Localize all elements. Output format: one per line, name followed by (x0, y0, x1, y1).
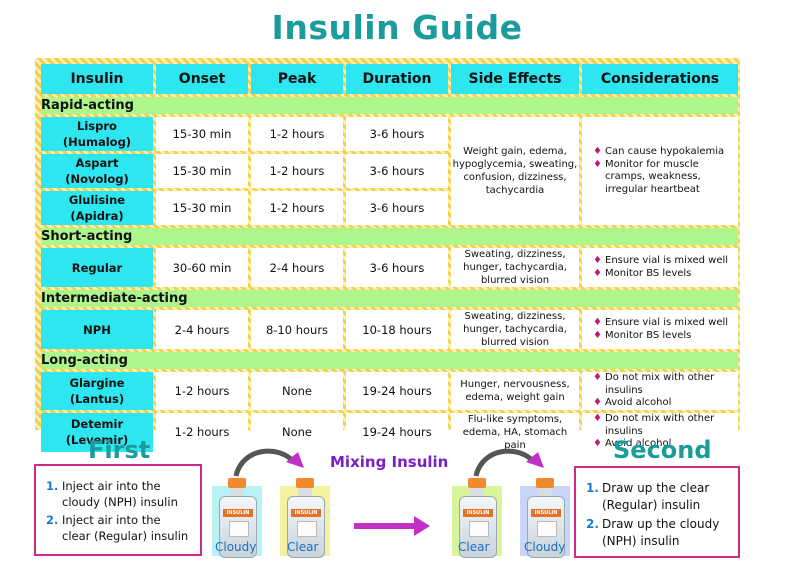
list-item: Ensure vial is mixed well (593, 255, 734, 268)
onset-cell: 15-30 min (156, 117, 248, 151)
peak-cell: 1-2 hours (251, 191, 343, 225)
peak-cell: 2-4 hours (251, 248, 343, 287)
curved-arrow-icon (473, 448, 544, 477)
section-short-acting: Short-acting (41, 228, 738, 245)
duration-cell: 3-6 hours (346, 154, 448, 188)
list-item: 2. Draw up the cloudy (NPH) insulin (586, 517, 720, 548)
section-intermediate-acting: Intermediate-acting (41, 290, 738, 307)
insulin-name: NPH (41, 310, 153, 349)
insulin-name: Detemir (Levemir) (41, 412, 153, 452)
second-heading: Second (613, 436, 712, 464)
side-effects-cell: Flu-like symptoms, edema, HA, stomach pa… (451, 412, 579, 452)
considerations-cell: Do not mix with other insulinsAvoid alco… (582, 372, 738, 410)
first-steps-box: 1. Inject air into the cloudy (NPH) insul… (34, 464, 202, 556)
table-row: Aspart (Novolog) 15-30 min 1-2 hours 3-6 … (41, 154, 738, 188)
mixing-insulin-heading: Mixing Insulin (330, 453, 449, 471)
duration-cell: 10-18 hours (346, 310, 448, 349)
onset-cell: 30-60 min (156, 248, 248, 287)
list-item: 1. Draw up the clear (Regular) insulin (586, 481, 710, 512)
peak-cell: 1-2 hours (251, 117, 343, 151)
table-row: Lispro (Humalog) 15-30 min 1-2 hours 3-6 … (41, 117, 738, 225)
onset-cell: 15-30 min (156, 154, 248, 188)
col-header-insulin: Insulin (41, 64, 153, 94)
table-row: Glulisine (Apidra) 15-30 min 1-2 hours 3-… (41, 191, 738, 225)
duration-cell: 19-24 hours (346, 372, 448, 410)
onset-cell: 2-4 hours (156, 310, 248, 349)
vial-label: INSULIN (223, 509, 253, 517)
col-header-considerations: Considerations (582, 64, 738, 94)
list-item: Monitor for muscle cramps, weakness, irr… (593, 159, 734, 197)
list-item: Avoid alcohol (593, 397, 734, 410)
col-header-side-effects: Side Effects (451, 64, 579, 94)
considerations-cell: Can cause hypokalemiaMonitor for muscle … (582, 117, 738, 225)
first-heading: First (88, 436, 151, 464)
list-item: 1. Inject air into the cloudy (NPH) insul… (46, 479, 178, 509)
onset-cell: 15-30 min (156, 191, 248, 225)
list-item: 2. Inject air into the clear (Regular) in… (46, 513, 189, 543)
peak-cell: None (251, 372, 343, 410)
considerations-cell: Ensure vial is mixed wellMonitor BS leve… (582, 248, 738, 287)
col-header-duration: Duration (346, 64, 448, 94)
vial-caption: Clear (287, 540, 319, 554)
duration-cell: 3-6 hours (346, 191, 448, 225)
onset-cell: 1-2 hours (156, 372, 248, 410)
list-item: Do not mix with other insulins (593, 413, 734, 438)
list-item: Can cause hypokalemia (593, 146, 734, 159)
vial-label: INSULIN (463, 509, 493, 517)
considerations-cell: Ensure vial is mixed wellMonitor BS leve… (582, 310, 738, 349)
duration-cell: 3-6 hours (346, 117, 448, 151)
page-title: Insulin Guide (271, 8, 523, 47)
vial-label: INSULIN (291, 509, 321, 517)
table-row: NPH 2-4 hours 8-10 hours 10-18 hours Swe… (41, 310, 738, 349)
list-item: Ensure vial is mixed well (593, 317, 734, 330)
side-effects-cell: Hunger, nervousness, edema, weight gain (451, 372, 579, 410)
considerations-cell: Do not mix with other insulinsAvoid alco… (582, 412, 738, 452)
list-item: Do not mix with other insulins (593, 372, 734, 397)
peak-cell: 8-10 hours (251, 310, 343, 349)
vial-label: INSULIN (531, 509, 561, 517)
insulin-name: Glulisine (Apidra) (41, 191, 153, 225)
insulin-vial-icon: INSULIN (284, 478, 326, 558)
section-long-acting: Long-acting (41, 352, 738, 369)
table-row: Regular 30-60 min 2-4 hours 3-6 hours Sw… (41, 248, 738, 287)
list-item: Monitor BS levels (593, 268, 734, 281)
vial-caption: Cloudy (524, 540, 566, 554)
onset-cell: 1-2 hours (156, 412, 248, 452)
insulin-name: Regular (41, 248, 153, 287)
vial-caption: Clear (458, 540, 490, 554)
curved-arrow-icon (233, 448, 304, 477)
side-effects-cell: Sweating, dizziness, hunger, tachycardia… (451, 248, 579, 287)
insulin-vial-icon: INSULIN (524, 478, 566, 558)
table-header-row: Insulin Onset Peak Duration Side Effects… (41, 64, 738, 94)
right-arrow-icon (354, 516, 430, 536)
duration-cell: 19-24 hours (346, 412, 448, 452)
list-item: Monitor BS levels (593, 330, 734, 343)
duration-cell: 3-6 hours (346, 248, 448, 287)
table-row: Detemir (Levemir) 1-2 hours None 19-24 ho… (41, 412, 738, 452)
list-item: Avoid alcohol (593, 438, 734, 451)
peak-cell: None (251, 412, 343, 452)
insulin-table: Insulin Onset Peak Duration Side Effects… (38, 61, 741, 455)
insulin-name: Glargine (Lantus) (41, 372, 153, 410)
col-header-peak: Peak (251, 64, 343, 94)
col-header-onset: Onset (156, 64, 248, 94)
table-row: Glargine (Lantus) 1-2 hours None 19-24 ho… (41, 372, 738, 410)
side-effects-cell: Weight gain, edema, hypoglycemia, sweati… (451, 117, 579, 225)
peak-cell: 1-2 hours (251, 154, 343, 188)
insulin-name: Lispro (Humalog) (41, 117, 153, 151)
insulin-vial-icon: INSULIN (216, 478, 258, 558)
insulin-vial-icon: INSULIN (456, 478, 498, 558)
side-effects-cell: Sweating, dizziness, hunger, tachycardia… (451, 310, 579, 349)
vial-caption: Cloudy (215, 540, 257, 554)
second-steps-box: 1. Draw up the clear (Regular) insulin 2.… (574, 466, 740, 558)
insulin-name: Aspart (Novolog) (41, 154, 153, 188)
section-rapid-acting: Rapid-acting (41, 97, 738, 114)
